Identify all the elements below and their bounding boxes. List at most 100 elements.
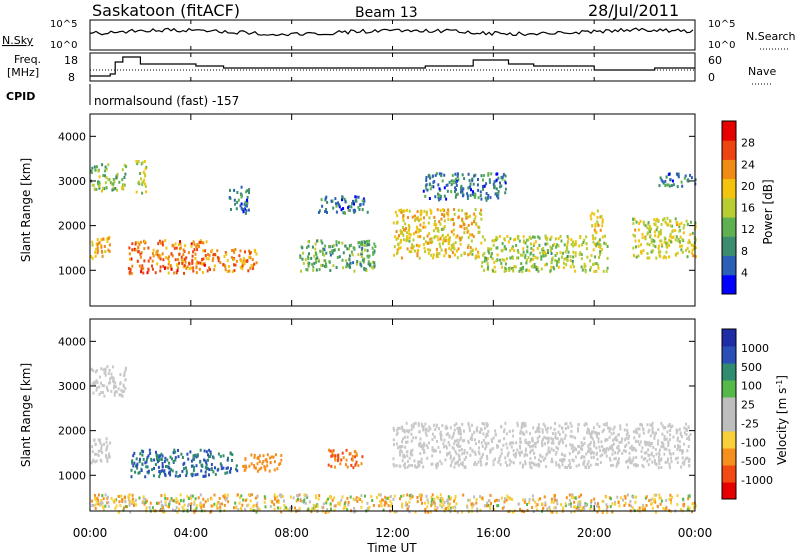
power-echo-cell bbox=[97, 180, 99, 184]
velocity-echo-cell bbox=[519, 507, 521, 511]
velocity-echo-cell bbox=[426, 456, 429, 460]
power-echo-cell bbox=[155, 250, 158, 254]
power-echo-cell bbox=[437, 238, 440, 242]
velocity-echo-cell bbox=[688, 435, 690, 439]
power-echo-cell bbox=[680, 180, 683, 184]
power-echo-cell bbox=[325, 251, 328, 255]
velocity-echo-cell bbox=[353, 498, 356, 502]
velocity-echo-cell bbox=[672, 452, 675, 456]
velocity-echo-cell bbox=[435, 425, 438, 429]
velocity-echo-cell bbox=[263, 465, 266, 469]
power-echo-cell bbox=[652, 243, 655, 247]
power-echo-cell bbox=[632, 233, 635, 237]
velocity-echo-cell bbox=[445, 499, 448, 503]
velocity-echo-cell bbox=[439, 499, 442, 503]
power-echo-cell bbox=[580, 253, 583, 256]
velocity-echo-cell bbox=[632, 430, 635, 434]
velocity-echo-cell bbox=[554, 498, 557, 502]
velocity-echo-cell bbox=[368, 506, 371, 509]
velocity-echo-cell bbox=[269, 456, 272, 460]
velocity-echo-cell bbox=[471, 505, 474, 509]
velocity-echo-cell bbox=[682, 497, 685, 501]
velocity-echo-cell bbox=[648, 441, 651, 445]
velocity-echo-cell bbox=[550, 510, 552, 514]
velocity-echo-cell bbox=[321, 505, 324, 509]
power-echo-cell bbox=[299, 254, 302, 258]
power-echo-cell bbox=[456, 192, 459, 196]
velocity-echo-cell bbox=[403, 430, 406, 434]
velocity-echo-cell bbox=[487, 430, 490, 433]
power-echo-cell bbox=[639, 219, 642, 223]
power-echo-cell bbox=[454, 190, 456, 193]
power-echo-cell bbox=[634, 239, 637, 243]
power-echo-cell bbox=[242, 210, 245, 214]
power-echo-cell bbox=[552, 244, 555, 247]
velocity-echo-cell bbox=[443, 507, 446, 511]
velocity-echo-cell bbox=[520, 422, 523, 426]
power-echo-cell bbox=[523, 239, 525, 243]
velocity-echo-cell bbox=[572, 459, 575, 463]
velocity-echo-cell bbox=[409, 496, 412, 500]
power-echo-cell bbox=[534, 265, 537, 269]
power-echo-cell bbox=[454, 172, 457, 176]
velocity-ytick-label: 2000 bbox=[58, 425, 86, 438]
power-echo-cell bbox=[450, 190, 453, 194]
velocity-echo-cell bbox=[483, 504, 486, 508]
power-echo-cell bbox=[101, 189, 103, 193]
velocity-echo-cell bbox=[100, 444, 103, 448]
power-echo-cell bbox=[360, 252, 363, 256]
power-echo-cell bbox=[416, 210, 419, 214]
velocity-echo-cell bbox=[477, 460, 480, 464]
velocity-echo-cell bbox=[463, 458, 466, 461]
power-echo-cell bbox=[486, 196, 489, 200]
power-echo-cell bbox=[530, 251, 533, 255]
velocity-echo-cell bbox=[655, 493, 658, 497]
power-echo-cell bbox=[223, 264, 226, 267]
velocity-echo-cell bbox=[502, 443, 505, 447]
power-echo-cell bbox=[320, 263, 323, 267]
power-echo-cell bbox=[188, 267, 191, 271]
power-echo-cell bbox=[335, 240, 338, 244]
velocity-echo-cell bbox=[117, 495, 120, 498]
velocity-echo-cell bbox=[104, 373, 107, 377]
power-echo-cell bbox=[329, 250, 332, 254]
power-echo-cell bbox=[572, 250, 575, 254]
power-echo-cell bbox=[316, 239, 318, 243]
velocity-echo-cell bbox=[94, 503, 97, 507]
velocity-echo-cell bbox=[360, 505, 363, 509]
power-echo-cell bbox=[140, 251, 143, 255]
velocity-echo-cell bbox=[670, 460, 673, 464]
power-echo-cell bbox=[491, 257, 494, 261]
velocity-echo-cell bbox=[209, 510, 212, 514]
power-echo-cell bbox=[137, 241, 140, 245]
power-echo-cell bbox=[602, 269, 605, 273]
velocity-echo-cell bbox=[342, 456, 345, 460]
power-echo-cell bbox=[144, 167, 147, 171]
velocity-echo-cell bbox=[482, 452, 485, 456]
velocity-echo-cell bbox=[637, 427, 640, 431]
velocity-echo-cell bbox=[612, 438, 614, 442]
power-echo-cell bbox=[605, 242, 608, 246]
power-echo-cell bbox=[123, 183, 126, 187]
power-echo-cell bbox=[341, 198, 343, 202]
power-echo-cell bbox=[353, 202, 355, 206]
velocity-echo-cell bbox=[244, 457, 247, 461]
power-echo-cell bbox=[632, 246, 635, 250]
velocity-echo-cell bbox=[622, 498, 624, 502]
velocity-echo-cell bbox=[485, 504, 488, 508]
power-echo-cell bbox=[406, 208, 408, 212]
power-echo-cell bbox=[453, 208, 456, 211]
velocity-echo-cell bbox=[671, 495, 674, 499]
velocity-echo-cell bbox=[554, 421, 557, 425]
power-echo-cell bbox=[469, 246, 472, 250]
velocity-echo-cell bbox=[594, 462, 597, 466]
power-echo-cell bbox=[114, 187, 117, 190]
velocity-echo-cell bbox=[166, 497, 169, 501]
power-echo-cell bbox=[504, 262, 507, 266]
power-echo-cell bbox=[470, 239, 473, 243]
velocity-echo-cell bbox=[595, 446, 598, 450]
velocity-echo-cell bbox=[605, 495, 608, 499]
power-echo-cell bbox=[335, 243, 338, 247]
velocity-echo-cell bbox=[663, 452, 666, 456]
velocity-echo-cell bbox=[629, 500, 632, 504]
